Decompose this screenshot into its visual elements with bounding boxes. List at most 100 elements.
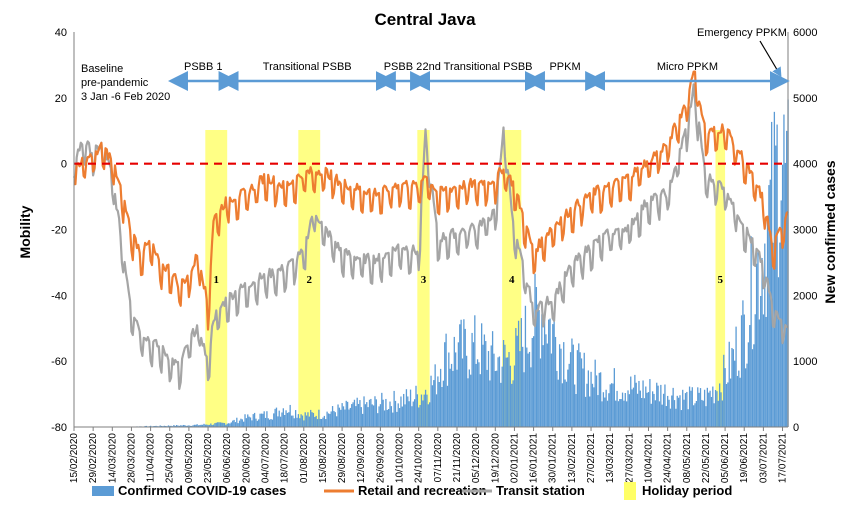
cases-bar: [512, 380, 514, 427]
x-tick-label: 22/05/2021: [701, 433, 712, 483]
cases-bar: [753, 344, 755, 427]
cases-bar: [159, 425, 161, 427]
cases-bar: [383, 410, 386, 427]
cases-bar: [371, 404, 373, 427]
cases-bar: [438, 382, 440, 427]
cases-bar: [744, 368, 747, 427]
cases-bar: [196, 424, 198, 427]
cases-bar: [330, 411, 332, 427]
cases-bar: [597, 395, 599, 427]
cases-bar: [464, 328, 466, 427]
cases-bar: [351, 404, 353, 427]
cases-bar: [305, 415, 308, 427]
cases-bar: [319, 418, 321, 427]
cases-bar: [322, 417, 324, 427]
cases-bar: [526, 347, 528, 427]
cases-bar: [537, 304, 539, 427]
cases-bar: [227, 423, 230, 427]
x-tick-label: 27/03/2021: [624, 433, 635, 483]
cases-bar: [370, 398, 372, 427]
cases-bar: [556, 370, 558, 427]
cases-bar: [434, 364, 436, 427]
cases-bar: [606, 400, 609, 427]
cases-bar: [546, 343, 548, 427]
cases-bar: [554, 336, 557, 427]
cases-bar: [481, 323, 483, 427]
cases-bar: [541, 314, 543, 427]
cases-bar: [563, 342, 565, 427]
cases-bar: [579, 352, 581, 427]
cases-bar: [545, 334, 547, 427]
cases-bar: [178, 425, 181, 427]
cases-bar: [657, 385, 659, 427]
cases-bar: [505, 357, 507, 427]
cases-bar: [278, 410, 280, 427]
cases-bar: [273, 413, 275, 427]
cases-bar: [274, 408, 276, 427]
cases-bar: [653, 393, 655, 427]
cases-bar: [650, 403, 652, 427]
cases-bar: [572, 344, 574, 427]
cases-bar: [149, 425, 152, 427]
cases-bar: [431, 385, 434, 427]
legend-label-retail: Retail and recreation: [358, 483, 487, 498]
cases-bar: [582, 368, 584, 427]
cases-bar: [475, 363, 477, 427]
cases-bar: [524, 305, 527, 427]
cases-bar: [366, 402, 368, 427]
cases-bar: [184, 425, 186, 427]
cases-bar: [230, 422, 232, 427]
x-tick-label: 15/02/2020: [69, 433, 80, 483]
cases-bar: [768, 185, 770, 427]
cases-bar: [349, 407, 351, 427]
cases-bar: [714, 389, 717, 427]
cases-bar: [289, 404, 291, 427]
cases-bar: [248, 416, 250, 427]
cases-bar: [506, 357, 509, 427]
cases-bar: [561, 383, 564, 427]
cases-bar: [786, 130, 788, 427]
cases-bar: [222, 422, 224, 427]
cases-bar: [601, 401, 603, 427]
cases-bar: [426, 394, 428, 427]
cases-bar: [706, 387, 708, 427]
cases-bar: [249, 417, 252, 427]
y2-tick-label: 6000: [793, 27, 817, 39]
cases-bar: [721, 400, 724, 427]
cases-bar: [671, 395, 673, 427]
cases-bar: [656, 382, 658, 427]
cases-bar: [742, 300, 744, 427]
cases-bar: [420, 394, 423, 427]
cases-bar: [217, 422, 219, 427]
cases-bar: [490, 345, 492, 427]
period-label: PSBB 2: [384, 61, 423, 73]
x-tick-label: 19/12/2020: [490, 433, 501, 483]
y2-tick-label: 0: [793, 422, 799, 434]
cases-bar: [727, 382, 729, 427]
cases-bar: [337, 404, 339, 427]
cases-bar: [716, 391, 718, 427]
cases-bar: [433, 380, 435, 427]
cases-bar: [476, 359, 479, 427]
cases-bar: [286, 412, 289, 427]
cases-bar: [165, 425, 167, 427]
cases-bar: [661, 404, 663, 427]
cases-bar: [311, 412, 313, 427]
cases-bar: [673, 400, 676, 427]
cases-bar: [236, 417, 238, 427]
cases-bar: [219, 422, 222, 427]
cases-bar: [668, 399, 670, 427]
x-tick-label: 18/07/2020: [280, 433, 291, 483]
cases-bar: [621, 392, 624, 427]
cases-bar: [300, 414, 302, 427]
baseline-label-1: Baseline: [81, 63, 123, 75]
x-tick-label: 15/08/2020: [318, 433, 329, 483]
cases-bar: [416, 394, 419, 427]
cases-bar: [710, 396, 713, 427]
cases-bar: [372, 405, 375, 427]
x-tick-label: 20/06/2020: [241, 433, 252, 483]
cases-bar: [393, 390, 395, 427]
y-tick-label: 40: [55, 27, 67, 39]
cases-bar: [256, 420, 258, 427]
chart-title: Central Java: [374, 10, 476, 29]
